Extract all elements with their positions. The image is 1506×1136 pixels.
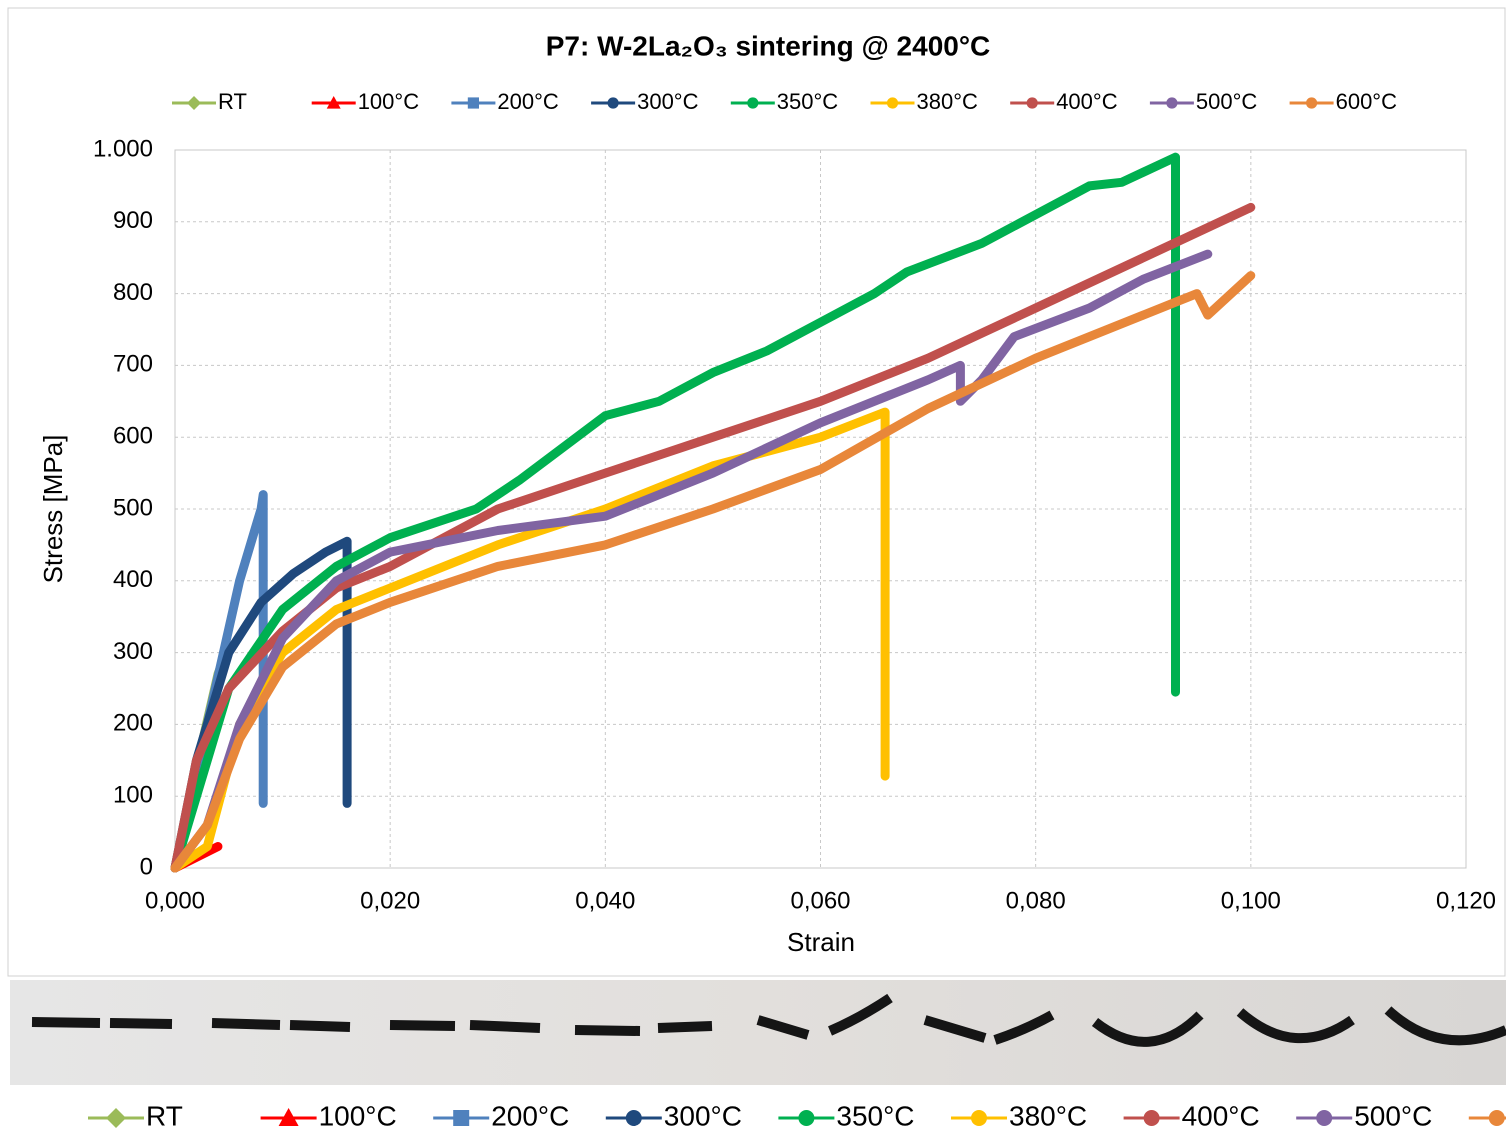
y-tick-label: 1.000 [93, 135, 153, 162]
y-tick-label: 500 [113, 494, 153, 521]
legend-label: 380°C [1009, 1100, 1087, 1131]
y-tick-label: 100 [113, 782, 153, 809]
y-tick-label: 200 [113, 710, 153, 737]
legend-label: 300°C [637, 89, 699, 114]
legend-label: 350°C [777, 89, 839, 114]
legend-label: 500°C [1196, 89, 1258, 114]
legend-label: 200°C [497, 89, 559, 114]
legend-marker [971, 1110, 987, 1126]
y-axis-title: Stress [MPa] [38, 435, 68, 584]
legend-marker [468, 97, 479, 108]
legend-label: RT [218, 89, 247, 114]
x-tick-label: 0,060 [790, 887, 850, 914]
x-tick-label: 0,100 [1221, 887, 1281, 914]
legend-marker [1027, 97, 1038, 108]
chart-title: P7: W-2La₂O₃ sintering @ 2400°C [546, 30, 991, 61]
y-tick-label: 700 [113, 351, 153, 378]
x-tick-label: 0,120 [1436, 887, 1496, 914]
legend-label: 100°C [358, 89, 420, 114]
legend-label: 350°C [836, 1100, 914, 1131]
y-tick-label: 400 [113, 566, 153, 593]
legend-marker [608, 97, 619, 108]
legend-label: 400°C [1056, 89, 1118, 114]
legend-label: 300°C [664, 1100, 742, 1131]
y-tick-label: 900 [113, 207, 153, 234]
legend-marker [887, 97, 898, 108]
legend-marker [1306, 97, 1317, 108]
legend-marker [1144, 1110, 1160, 1126]
legend-label: 500°C [1354, 1100, 1432, 1131]
legend-label: 200°C [491, 1100, 569, 1131]
legend-label: 600°C [1336, 89, 1398, 114]
chart: P7: W-2La₂O₃ sintering @ 2400°C Stress [… [0, 0, 1506, 1136]
x-tick-label: 0,080 [1006, 887, 1066, 914]
x-tick-label: 0,000 [145, 887, 205, 914]
legend-label: 400°C [1182, 1100, 1260, 1131]
legend-marker [1489, 1110, 1505, 1126]
y-tick-label: 600 [113, 423, 153, 450]
y-tick-label: 800 [113, 279, 153, 306]
legend-marker [798, 1110, 814, 1126]
legend-marker [747, 97, 758, 108]
legend-label: RT [146, 1100, 183, 1131]
legend-marker [1316, 1110, 1332, 1126]
legend-marker [106, 1108, 126, 1128]
legend-label: 100°C [319, 1100, 397, 1131]
legend-marker [1166, 97, 1177, 108]
x-tick-label: 0,040 [575, 887, 635, 914]
y-tick-label: 300 [113, 638, 153, 665]
legend-label: 380°C [917, 89, 979, 114]
y-tick-label: 0 [140, 853, 153, 880]
x-tick-label: 0,020 [360, 887, 420, 914]
legend-marker [453, 1110, 469, 1126]
x-axis-title: Strain [787, 927, 855, 957]
legend-marker [626, 1110, 642, 1126]
